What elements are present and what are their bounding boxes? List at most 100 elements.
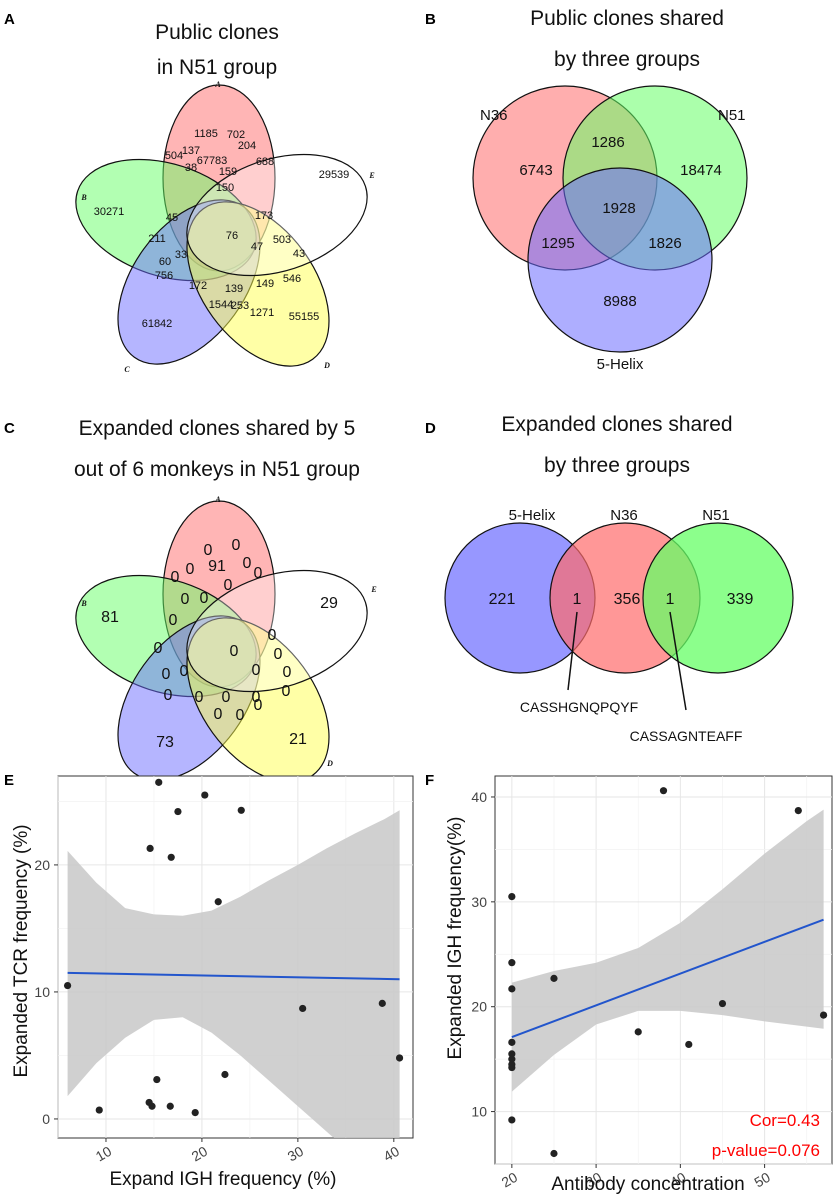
- venn-c-value-30: 0: [254, 697, 263, 714]
- chart-e-xtick-label-1: 20: [189, 1143, 211, 1165]
- venn-c-value-2: 73: [156, 734, 174, 751]
- venn-c-value-26: 0: [195, 689, 204, 706]
- panel-b-title-line1: Public clones shared: [530, 7, 724, 30]
- venn-a-value-10: 137: [182, 145, 200, 157]
- venn-c-label-b: B: [80, 599, 87, 608]
- venn-a-value-2: 61842: [142, 318, 173, 330]
- venn-a-value-18: 756: [155, 270, 173, 282]
- venn-a-label-a: A: [214, 80, 221, 89]
- venn-a-value-28: 1544: [209, 299, 233, 311]
- venn-c-value-3: 21: [289, 731, 307, 748]
- chart-f-xtick-label-2: 40: [667, 1169, 689, 1191]
- chart-e-ytick-label-0: 0: [42, 1111, 50, 1127]
- chart-f-point-13: [685, 1040, 693, 1049]
- venn-a-label-d: D: [323, 361, 330, 370]
- venn-c-label-a: A: [214, 495, 221, 504]
- venn-a-set-d: [186, 201, 330, 367]
- scatter-chart-e: 10 20 30 40 0 10 20: [34, 775, 414, 1165]
- venn-a-value-1: 30271: [94, 206, 125, 218]
- venn-a-value-20: 503: [273, 234, 291, 246]
- chart-f-point-15: [794, 807, 802, 815]
- chart-e-point-7: [166, 1102, 174, 1110]
- chart-f-stat-pvalue: p-value=0.076: [712, 1141, 820, 1160]
- chart-f-point-1: [508, 959, 516, 967]
- chart-f-ytick-label-1: 20: [471, 999, 487, 1015]
- venn-c-value-27: 0: [180, 663, 189, 680]
- venn-d-label-5helix: 5-Helix: [509, 507, 556, 524]
- panel-c: C Expanded clones shared by 5 out of 6 m…: [4, 417, 377, 784]
- venn-d-value-2: 356: [614, 591, 641, 608]
- venn-c-value-6: 0: [232, 537, 241, 554]
- chart-e-point-12: [214, 898, 222, 906]
- panel-d-title-line2: by three groups: [544, 454, 690, 477]
- venn-a-value-17: 60: [159, 256, 171, 268]
- chart-f-point-11: [634, 1028, 642, 1036]
- venn-c-value-20: 0: [274, 646, 283, 663]
- callout-line-2: [669, 611, 687, 711]
- chart-e-point-9: [174, 807, 182, 816]
- chart-e-point-13: [221, 1070, 229, 1079]
- venn-a-value-3: 55155: [289, 311, 320, 323]
- panel-c-title-line1: Expanded clones shared by 5: [79, 417, 356, 440]
- chart-f-point-7: [508, 1063, 516, 1072]
- venn-a-value-9: 504: [165, 150, 183, 162]
- chart-f-point-9: [550, 974, 558, 982]
- panel-e: E 10 20 30 40 0 10 20 Expand IGH frequency (%)…: [4, 772, 414, 1190]
- venn-c-value-5: 0: [204, 542, 213, 559]
- venn-a-value-4: 29539: [319, 169, 350, 181]
- venn-c-value-0: 91: [208, 558, 226, 575]
- venn-c-value-1: 81: [101, 609, 119, 626]
- chart-f-xtick-label-1: 30: [583, 1169, 605, 1191]
- venn-c-value-16: 0: [154, 640, 163, 657]
- venn-a-value-25: 139: [225, 283, 243, 295]
- chart-f-xtick-label-0: 20: [499, 1169, 521, 1191]
- chart-f-stat-cor: Cor=0.43: [750, 1111, 820, 1130]
- chart-f-point-5: [508, 1055, 516, 1063]
- panel-letter-e: E: [4, 772, 14, 789]
- venn-c-value-22: 0: [252, 662, 261, 679]
- venn-b-label-5helix: 5-Helix: [597, 356, 644, 373]
- venn-b-label-n51: N51: [718, 107, 746, 124]
- panel-b-title-line2: by three groups: [554, 48, 700, 71]
- venn-a-value-8: 688: [256, 156, 274, 168]
- chart-f-confidence-band: [511, 809, 824, 1092]
- panel-letter-c: C: [4, 420, 15, 437]
- venn-c-value-8: 0: [254, 565, 263, 582]
- chart-e-point-15: [299, 1004, 307, 1013]
- venn-b-circle-5helix: [527, 167, 713, 353]
- venn-a-value-29: 253: [231, 300, 249, 312]
- chart-e-point-16: [378, 999, 386, 1007]
- panel-d: D Expanded clones shared by three groups…: [425, 413, 794, 744]
- chart-e-confidence-band: [67, 810, 400, 1138]
- venn-a-value-15: 45: [166, 212, 178, 224]
- chart-e-point-5: [153, 1075, 161, 1084]
- venn-c-value-19: 0: [268, 627, 277, 644]
- venn-a-value-16: 211: [148, 233, 166, 245]
- chart-f-point-10: [550, 1149, 558, 1158]
- chart-f-point-16: [819, 1011, 828, 1019]
- chart-e-xtick-label-0: 10: [93, 1143, 115, 1165]
- venn-a-label-e: E: [368, 171, 374, 180]
- venn-a-value-19: 173: [255, 210, 273, 222]
- panel-letter-d: D: [425, 420, 436, 437]
- venn-a-set-e: [186, 153, 368, 277]
- panel-a-title-line2: in N51 group: [157, 56, 277, 79]
- panel-d-title-line1: Expanded clones shared: [501, 413, 732, 436]
- venn-a-value-26: 172: [189, 280, 207, 292]
- venn-c-value-14: 0: [230, 643, 239, 660]
- chart-f-ytick-label-2: 30: [471, 894, 487, 910]
- venn-c-value-17: 0: [162, 666, 171, 683]
- venn-d-value-3: 1: [666, 591, 675, 608]
- chart-f-point-3: [508, 1038, 516, 1046]
- venn-a-value-24: 149: [256, 278, 274, 290]
- venn-c-value-12: 0: [200, 590, 209, 607]
- venn-b-label-n36: N36: [480, 107, 508, 124]
- panel-a: A Public clones in N51 group A B C D E 6…: [4, 11, 375, 374]
- venn-a-value-14: 76: [226, 230, 238, 242]
- chart-f-ytick-label-3: 40: [471, 789, 487, 805]
- chart-e-point-0: [63, 981, 72, 990]
- venn-b-value-4: 1295: [541, 235, 574, 252]
- venn-c-value-13: 0: [181, 591, 190, 608]
